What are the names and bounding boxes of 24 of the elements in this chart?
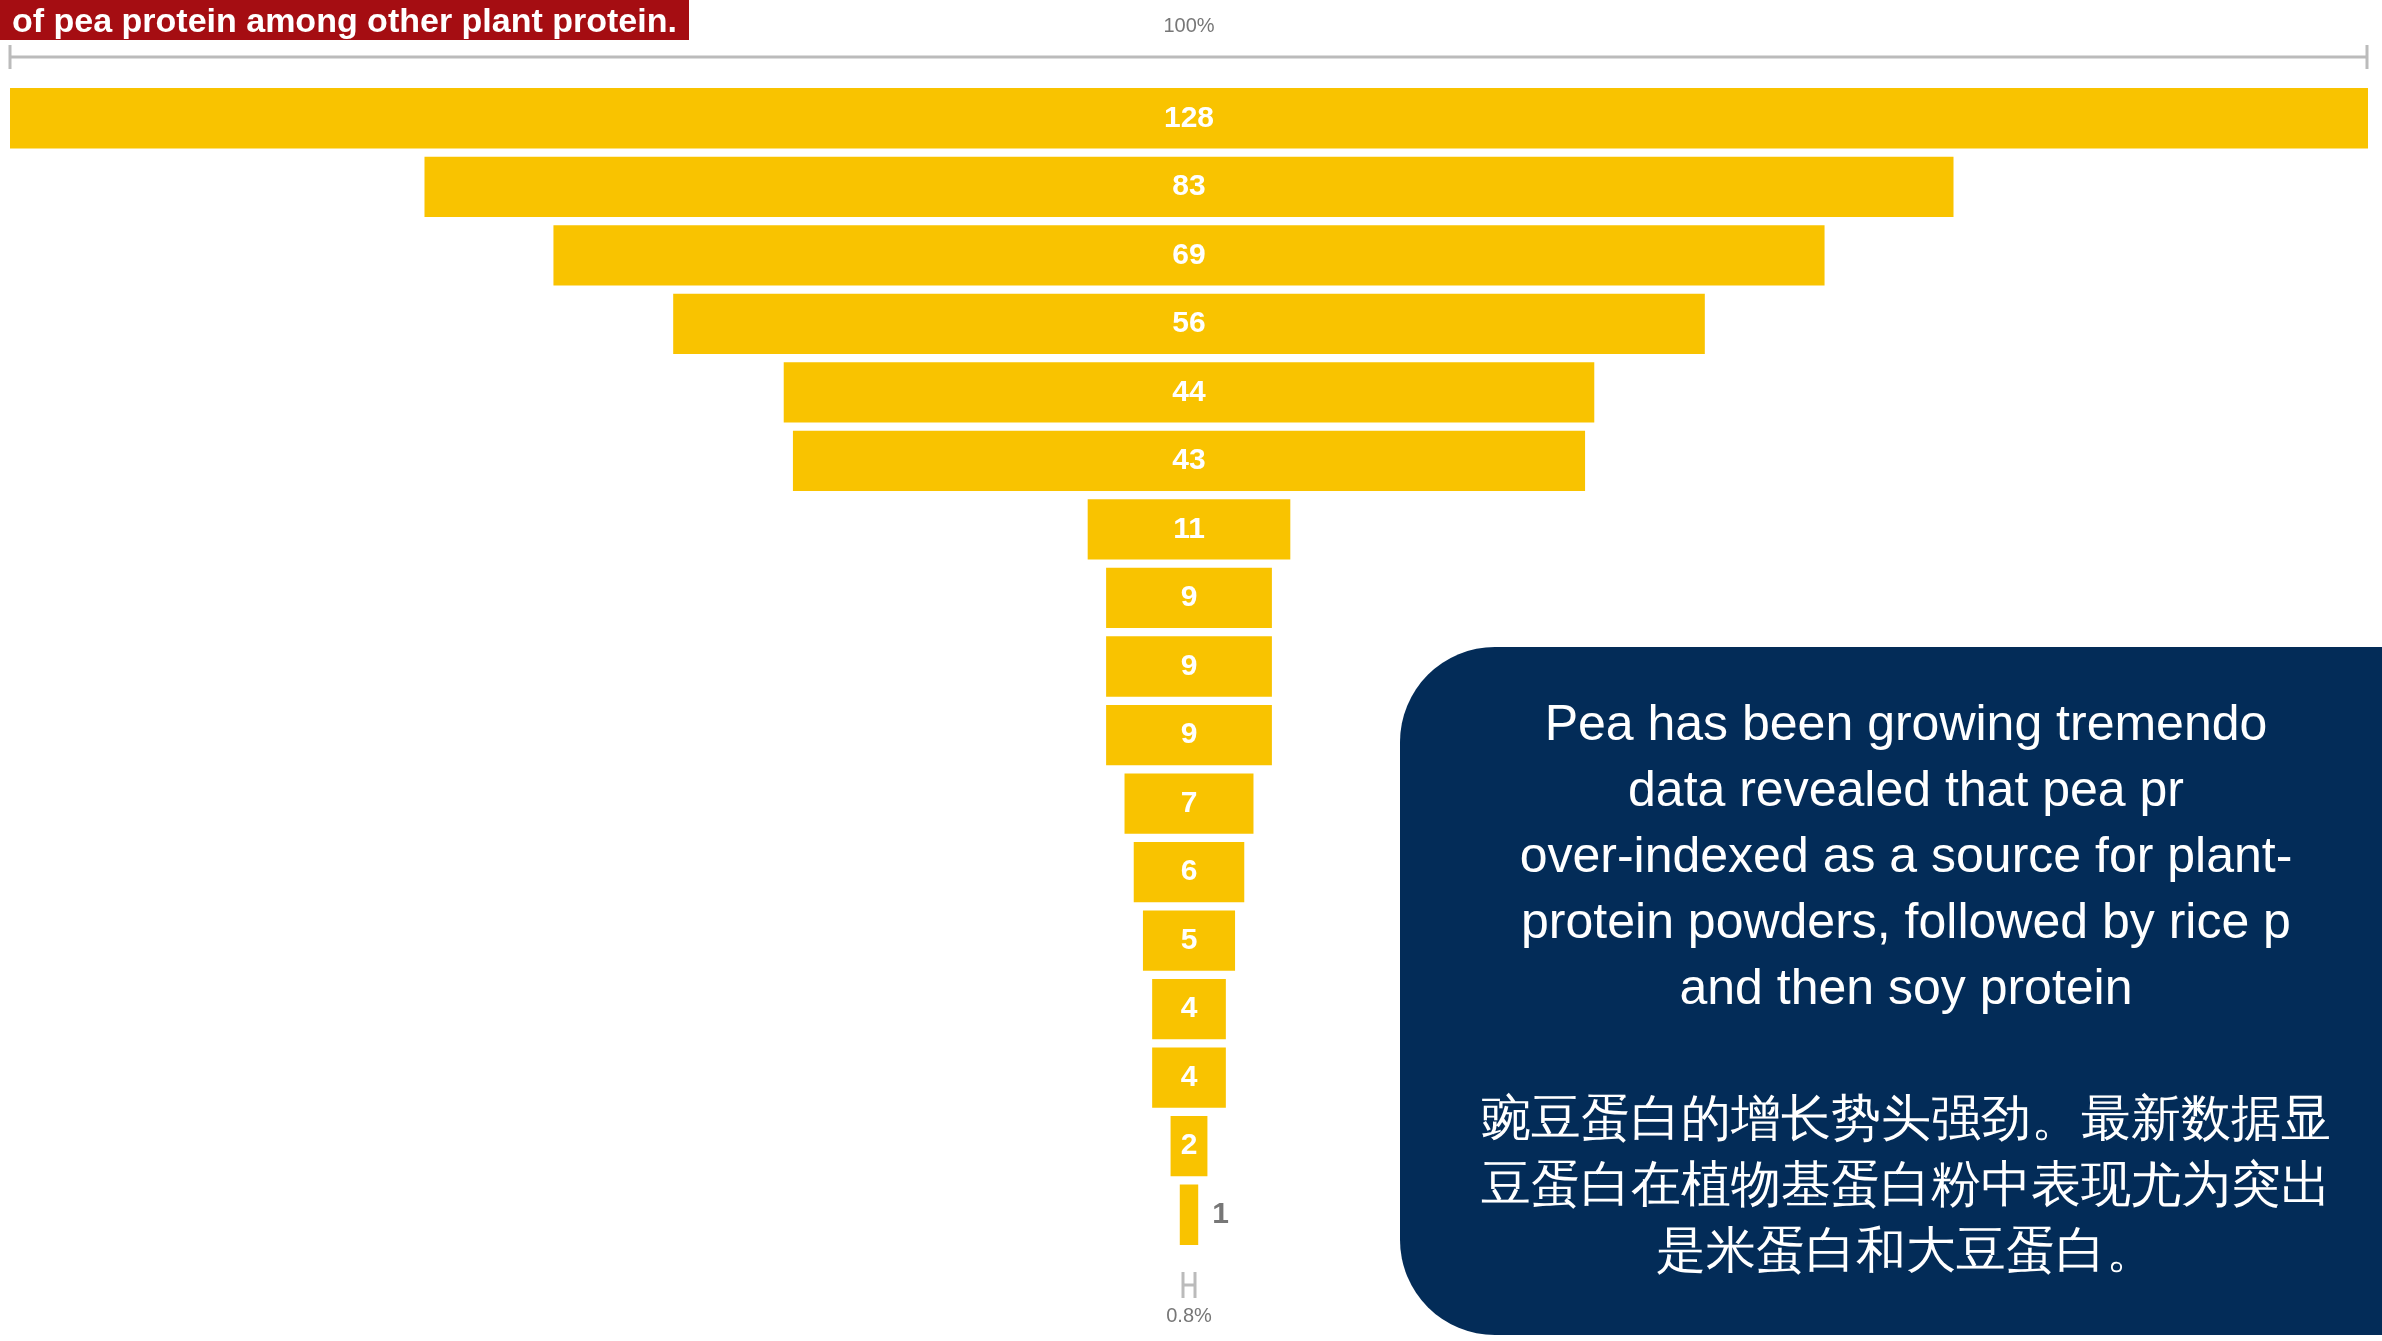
- data-label: 9: [1180, 716, 1198, 750]
- text: 豆蛋白在植物基蛋白粉中表现尤为突出: [1480, 1154, 2332, 1215]
- data-label: 83: [1172, 168, 1206, 202]
- data-label: 9: [1180, 579, 1198, 613]
- data-label: 44: [1172, 373, 1206, 407]
- text: Pea has been growing tremendo data revealed that pea pr over-indexed as a source for plant- protein powders, followed by rice p and then soy protein: [1518, 694, 2294, 1017]
- text: 100%: [1163, 14, 1215, 37]
- data-label: 5: [1180, 921, 1198, 955]
- data-label: 7: [1180, 784, 1198, 818]
- text: 0.8%: [1166, 1304, 1212, 1327]
- data-label: 43: [1172, 442, 1206, 476]
- data-label: 6: [1180, 853, 1198, 887]
- data-label: 2: [1180, 1127, 1198, 1161]
- text: of pea protein among other plant protein.: [0, 0, 689, 40]
- data-label: 4: [1180, 990, 1198, 1024]
- data-label: 69: [1172, 236, 1206, 270]
- data-label: 4: [1180, 1058, 1198, 1092]
- data-label: 1: [1212, 1196, 1229, 1229]
- data-label: 9: [1180, 647, 1198, 681]
- data-label: 56: [1172, 305, 1206, 339]
- text: 豌豆蛋白的增长势头强劲。最新数据显: [1480, 1088, 2332, 1149]
- data-label: 11: [1173, 510, 1205, 544]
- text: 是米蛋白和大豆蛋白。: [1655, 1220, 2157, 1281]
- data-label: 128: [1163, 99, 1215, 133]
